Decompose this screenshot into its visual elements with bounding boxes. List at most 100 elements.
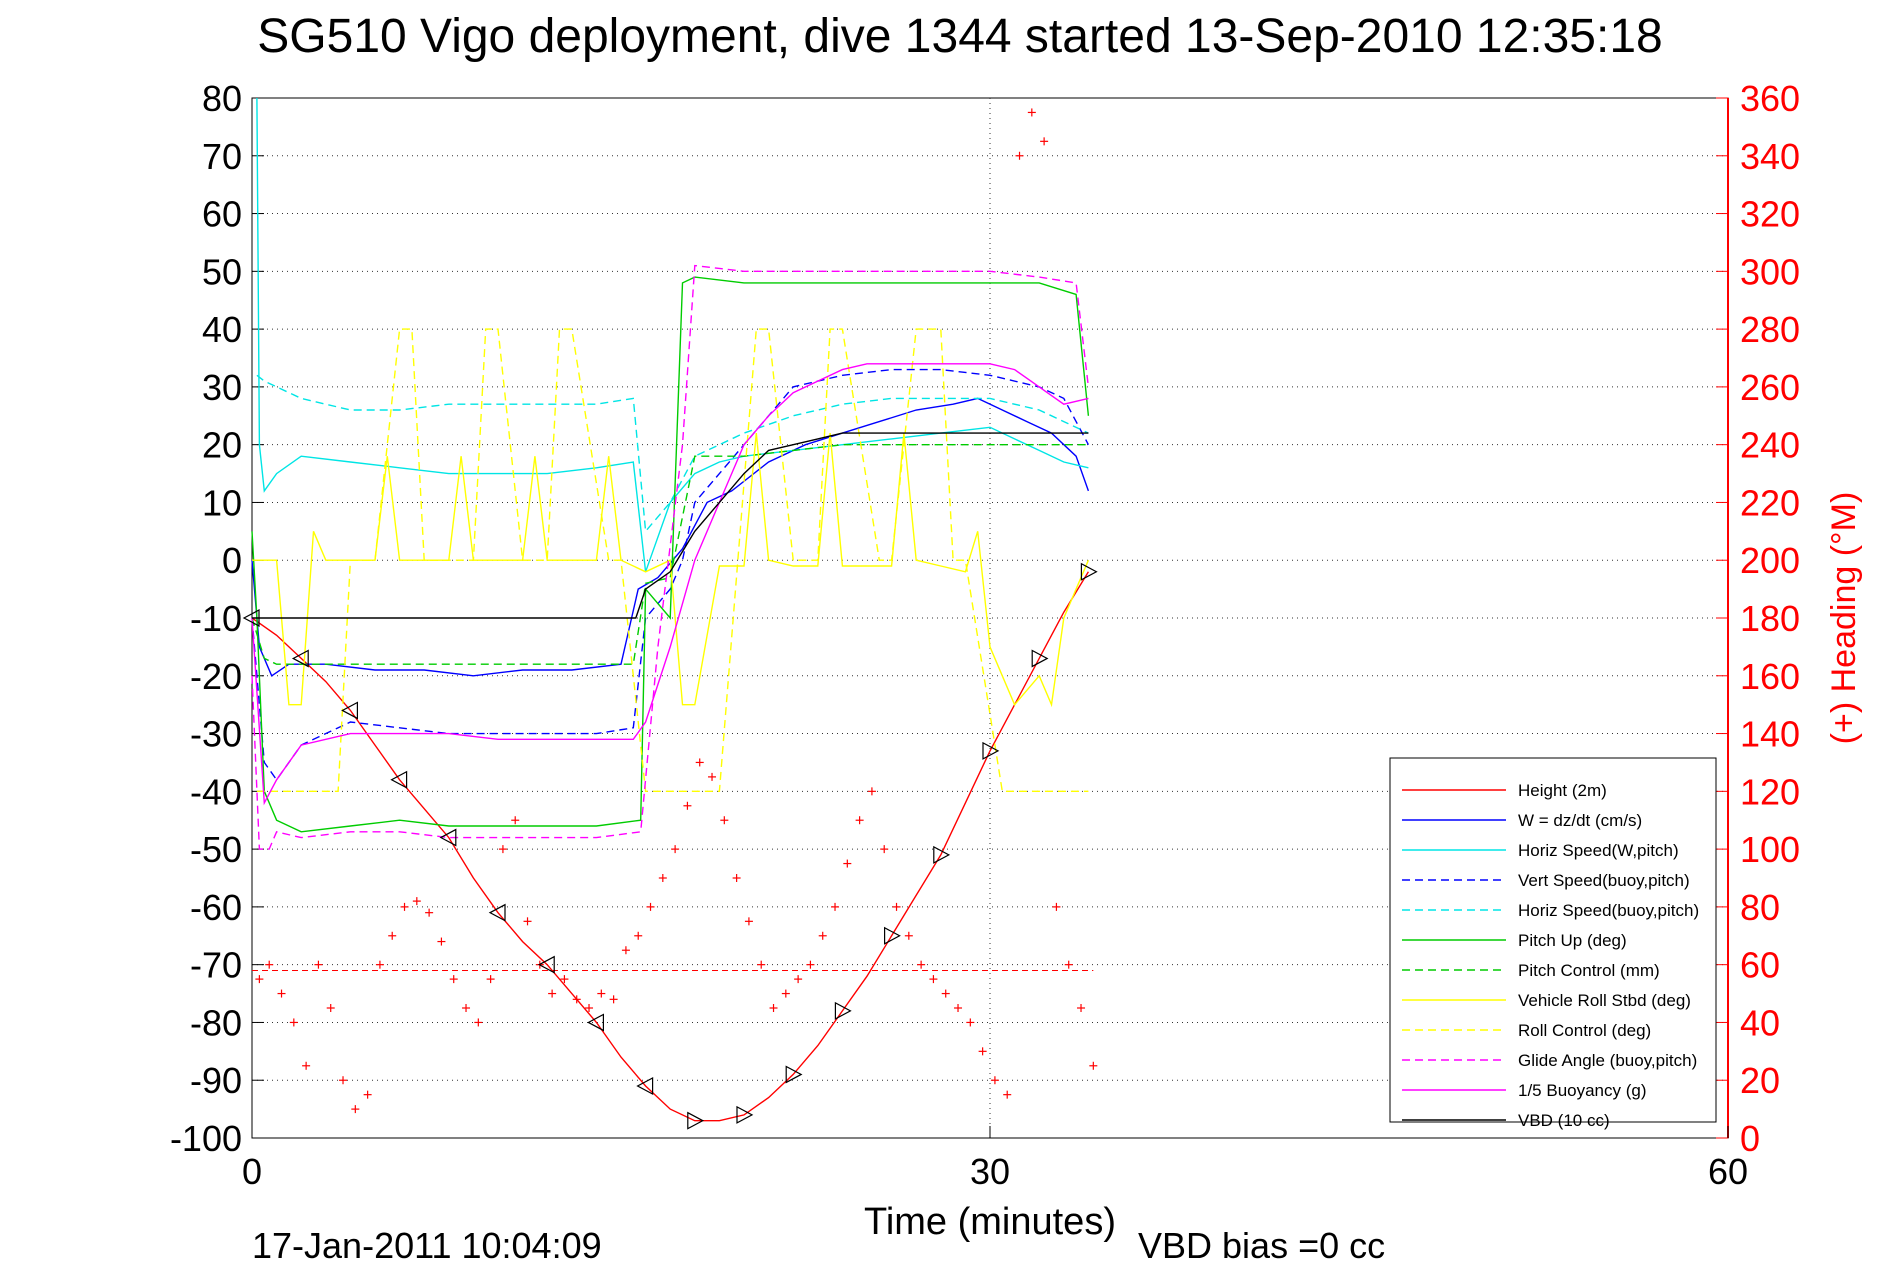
series-line-9 bbox=[251, 264, 1090, 850]
y-left-tick-label: 20 bbox=[202, 425, 242, 466]
heading-point bbox=[843, 859, 852, 868]
y-right-tick-label: 100 bbox=[1740, 829, 1800, 870]
heading-point bbox=[339, 1076, 348, 1085]
heading-point bbox=[388, 931, 397, 940]
y-right-tick-label: 80 bbox=[1740, 887, 1780, 928]
y-left-tick-label: 0 bbox=[222, 540, 242, 581]
heading-point bbox=[498, 845, 507, 854]
legend-label: 1/5 Buoyancy (g) bbox=[1518, 1081, 1647, 1100]
heading-point bbox=[929, 975, 938, 984]
y-right-tick-label: 120 bbox=[1740, 771, 1800, 812]
heading-point bbox=[769, 1004, 778, 1012]
heading-point bbox=[634, 931, 643, 940]
y-right-tick-label: 0 bbox=[1740, 1118, 1760, 1159]
heading-point bbox=[1027, 108, 1036, 117]
legend-label: VBD (10 cc) bbox=[1518, 1111, 1610, 1130]
heading-point bbox=[486, 975, 495, 984]
legend-entry: Vert Speed(buoy,pitch) bbox=[1402, 871, 1690, 890]
y-left-tick-label: -40 bbox=[190, 771, 242, 812]
x-axis: 0 30 60 bbox=[242, 1126, 1748, 1192]
series-line-2 bbox=[256, 97, 1089, 573]
legend-label: Horiz Speed(W,pitch) bbox=[1518, 841, 1679, 860]
y-left-tick-label: 40 bbox=[202, 309, 242, 350]
y-left-axis: 80 70 60 50 40 30 20 10 0 -10 -20 -30 -40 -50 -60 -70 -8… bbox=[170, 78, 264, 1159]
heading-point bbox=[277, 989, 286, 998]
y-left-tick-label: -70 bbox=[190, 945, 242, 986]
series-line-6 bbox=[251, 444, 1089, 665]
heading-point bbox=[855, 816, 864, 825]
height-marker bbox=[439, 828, 457, 847]
heading-point bbox=[449, 975, 458, 984]
heading-point bbox=[425, 908, 434, 917]
heading-point bbox=[314, 960, 323, 969]
y-right-tick-label: 20 bbox=[1740, 1060, 1780, 1101]
legend-entry: Horiz Speed(W,pitch) bbox=[1402, 841, 1679, 860]
heading-point bbox=[462, 1004, 471, 1012]
heading-point bbox=[609, 995, 618, 1004]
y-right-tick-label: 180 bbox=[1740, 598, 1800, 639]
y-right-tick-label: 140 bbox=[1740, 714, 1800, 755]
legend-label: Roll Control (deg) bbox=[1518, 1021, 1651, 1040]
legend-entry: Vehicle Roll Stbd (deg) bbox=[1402, 991, 1691, 1010]
legend-entry: Horiz Speed(buoy,pitch) bbox=[1402, 901, 1699, 920]
x-axis-label: Time (minutes) bbox=[864, 1201, 1116, 1243]
heading-point bbox=[351, 1105, 360, 1114]
legend: Height (2m) W = dz/dt (cm/s) Horiz Speed(W… bbox=[1389, 757, 1717, 1130]
heading-point bbox=[954, 1004, 963, 1012]
heading-point bbox=[683, 801, 692, 810]
y-right-tick-label: 40 bbox=[1740, 1002, 1780, 1043]
heading-point bbox=[732, 874, 741, 882]
heading-point bbox=[757, 960, 766, 969]
heading-point bbox=[818, 931, 827, 940]
y-left-tick-label: 50 bbox=[202, 251, 242, 292]
x-tick-label: 60 bbox=[1708, 1151, 1748, 1192]
height-marker bbox=[488, 903, 506, 922]
height-marker bbox=[1080, 562, 1098, 581]
heading-point bbox=[375, 960, 384, 969]
heading-point bbox=[548, 989, 557, 998]
y-right-tick-label: 300 bbox=[1740, 251, 1800, 292]
height-marker bbox=[537, 955, 555, 974]
heading-point bbox=[806, 960, 815, 969]
legend-label: Pitch Control (mm) bbox=[1518, 961, 1660, 980]
heading-point bbox=[831, 902, 840, 911]
y-left-tick-label: -20 bbox=[190, 656, 242, 697]
heading-point bbox=[585, 1004, 594, 1012]
y-right-tick-label: 320 bbox=[1740, 194, 1800, 235]
heading-point bbox=[941, 989, 950, 998]
heading-point bbox=[326, 1004, 335, 1012]
height-marker bbox=[587, 1013, 605, 1032]
legend-entry: VBD (10 cc) bbox=[1402, 1111, 1610, 1130]
height-marker bbox=[341, 701, 358, 720]
heading-point bbox=[720, 816, 729, 825]
y-right-tick-label: 240 bbox=[1740, 425, 1800, 466]
heading-point bbox=[904, 931, 913, 940]
height-marker bbox=[242, 609, 260, 627]
heading-point bbox=[1015, 151, 1024, 160]
series-line-1 bbox=[251, 397, 1090, 677]
vbd-bias-label: VBD bias =0 cc bbox=[1138, 1225, 1385, 1262]
height-marker bbox=[933, 845, 951, 864]
y-right-tick-label: 160 bbox=[1740, 656, 1800, 697]
heading-point bbox=[255, 975, 264, 984]
heading-point bbox=[1077, 1004, 1086, 1012]
y-left-tick-label: 70 bbox=[202, 136, 242, 177]
heading-point bbox=[1040, 137, 1049, 146]
y-left-tick-label: 10 bbox=[202, 482, 242, 523]
series-line-0 bbox=[251, 571, 1089, 1122]
heading-point bbox=[671, 845, 680, 854]
heading-point bbox=[597, 989, 606, 998]
heading-point bbox=[1064, 960, 1073, 969]
legend-entry: W = dz/dt (cm/s) bbox=[1402, 811, 1642, 830]
heading-point bbox=[781, 989, 790, 998]
y-left-tick-label: 60 bbox=[202, 194, 242, 235]
legend-entry: Roll Control (deg) bbox=[1402, 1021, 1651, 1040]
y-right-tick-label: 220 bbox=[1740, 482, 1800, 523]
heading-point bbox=[412, 897, 421, 906]
y-left-tick-label: -80 bbox=[190, 1002, 242, 1043]
heading-point bbox=[511, 816, 520, 825]
legend-label: Vehicle Roll Stbd (deg) bbox=[1518, 991, 1691, 1010]
series-layer bbox=[242, 97, 1098, 1130]
y-right-tick-label: 280 bbox=[1740, 309, 1800, 350]
